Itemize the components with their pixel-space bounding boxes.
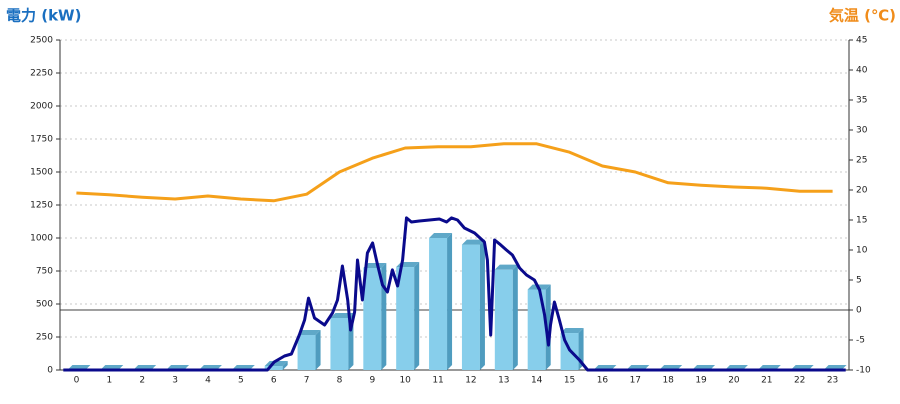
y-tick-label: 500 (36, 300, 53, 310)
x-tick-label: 4 (205, 376, 211, 386)
x-tick-label: 22 (794, 376, 805, 386)
bar (363, 262, 387, 370)
y2-tick-label: 45 (856, 36, 867, 46)
x-tick-label: 15 (564, 376, 575, 386)
y2-tick-label: 40 (856, 66, 868, 76)
y2-tick-label: 25 (856, 156, 867, 166)
y-tick-label: 1500 (30, 168, 53, 178)
y-tick-label: 0 (47, 366, 53, 376)
bar (494, 264, 518, 370)
y-tick-label: 1750 (30, 135, 53, 145)
x-tick-label: 18 (662, 376, 674, 386)
bar-front (264, 366, 283, 370)
y-tick-label: 750 (36, 267, 53, 277)
bar-side (479, 239, 485, 370)
line (76, 142, 833, 203)
y2-tick-label: 0 (856, 306, 862, 316)
bar-side (512, 264, 518, 370)
bar (429, 233, 453, 370)
bar-front (330, 317, 349, 370)
x-tick-label: 17 (630, 376, 641, 386)
x-tick-label: 2 (139, 376, 145, 386)
y-axis-title: 電力 (kW) (6, 7, 81, 25)
x-tick-label: 21 (761, 376, 772, 386)
bar-side (545, 284, 551, 370)
bar-side (447, 233, 453, 370)
y2-tick-label: 20 (856, 186, 868, 196)
y-tick-label: 2500 (30, 36, 53, 46)
y2-tick-label: 5 (856, 276, 862, 286)
x-tick-label: 0 (74, 376, 80, 386)
bar-top (363, 262, 387, 268)
bar (297, 330, 321, 370)
x-tick-label: 14 (531, 376, 543, 386)
x-tick-label: 23 (827, 376, 838, 386)
x-tick-label: 9 (369, 376, 375, 386)
x-tick-label: 19 (695, 376, 707, 386)
x-tick-label: 8 (337, 376, 343, 386)
y2-tick-label: 30 (856, 126, 868, 136)
y2-tick-label: 15 (856, 216, 867, 226)
y-tick-label: 2000 (30, 102, 53, 112)
bar-side (282, 361, 288, 370)
x-tick-label: 16 (597, 376, 609, 386)
x-tick-label: 11 (432, 376, 443, 386)
x-tick-label: 10 (399, 376, 411, 386)
bar-top (297, 330, 321, 336)
bar (527, 284, 551, 370)
bar-top (429, 233, 453, 238)
bar-front (461, 244, 480, 370)
bar-front (527, 289, 546, 370)
bar-top (560, 328, 584, 334)
line (63, 216, 846, 372)
bar-top (494, 264, 518, 270)
y-tick-label: 1250 (30, 201, 53, 211)
bar-front (396, 267, 415, 370)
y2-tick-label: -10 (856, 366, 871, 376)
bar-front (494, 269, 513, 370)
bar (461, 239, 485, 370)
x-tick-label: 1 (106, 376, 112, 386)
bar-top (461, 239, 485, 245)
bar-front (429, 238, 448, 370)
y-tick-label: 1000 (30, 234, 53, 244)
bar-front (363, 267, 382, 370)
y2-tick-label: 35 (856, 96, 867, 106)
y2-tick-label: 10 (856, 246, 868, 256)
bar-front (297, 335, 316, 370)
y-tick-label: 250 (36, 333, 53, 343)
bar-side (315, 330, 321, 370)
x-tick-label: 13 (498, 376, 509, 386)
bar (396, 262, 420, 370)
y-tick-label: 2250 (30, 69, 53, 79)
bar-side (414, 262, 420, 370)
x-tick-label: 20 (728, 376, 740, 386)
y2-tick-label: -5 (856, 336, 865, 346)
x-tick-label: 6 (271, 376, 277, 386)
x-tick-label: 5 (238, 376, 244, 386)
x-tick-label: 3 (172, 376, 178, 386)
x-tick-label: 12 (465, 376, 476, 386)
x-tick-label: 7 (304, 376, 310, 386)
y2-axis-title: 気温 (℃) (829, 7, 896, 25)
